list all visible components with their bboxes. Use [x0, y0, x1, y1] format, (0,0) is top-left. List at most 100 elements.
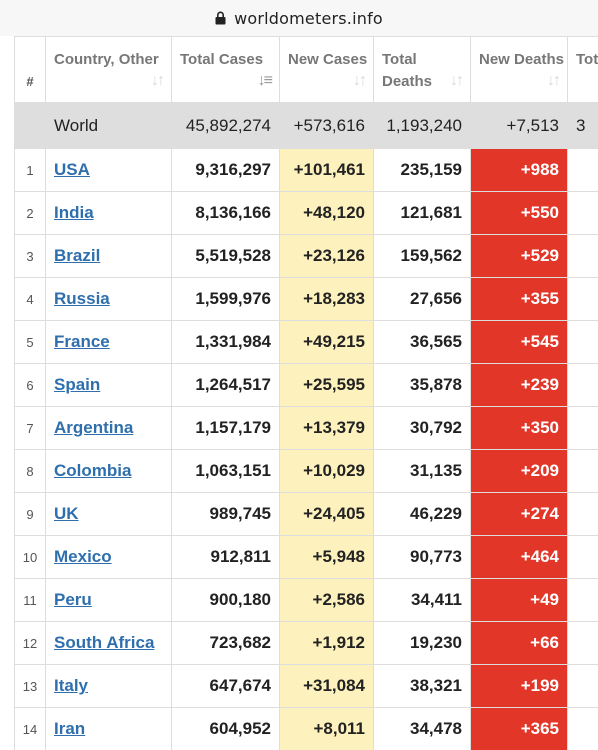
- sort-icon[interactable]: ↓↑: [547, 72, 561, 89]
- new-deaths-cell: +988: [470, 148, 568, 192]
- total-deaths-cell: 27,656: [373, 277, 471, 321]
- new-cases-cell: +48,120: [279, 191, 374, 235]
- total-deaths-cell: 34,411: [373, 578, 471, 622]
- rank-cell: 13: [14, 664, 46, 708]
- table-row: 14 Iran 604,952 +8,011 34,478 +365: [14, 707, 598, 750]
- country-link[interactable]: Iran: [54, 719, 86, 738]
- url-text: worldometers.info: [234, 8, 383, 28]
- rank-cell: 11: [14, 578, 46, 622]
- new-cases-cell: +10,029: [279, 449, 374, 493]
- total-recovered-cell: [567, 449, 598, 493]
- header-new-deaths[interactable]: New Deaths ↓↑: [470, 36, 568, 103]
- new-deaths-cell: +550: [470, 191, 568, 235]
- table-row: 7 Argentina 1,157,179 +13,379 30,792 +350: [14, 406, 598, 450]
- total-deaths-cell: 19,230: [373, 621, 471, 665]
- table-row: 3 Brazil 5,519,528 +23,126 159,562 +529: [14, 234, 598, 278]
- country-cell: South Africa: [45, 621, 172, 665]
- new-cases-cell: +101,461: [279, 148, 374, 192]
- address-bar[interactable]: worldometers.info: [0, 0, 598, 36]
- total-cases-cell: 1,157,179: [171, 406, 280, 450]
- country-cell: Spain: [45, 363, 172, 407]
- new-deaths-cell: +274: [470, 492, 568, 536]
- header-rank[interactable]: #: [14, 36, 46, 103]
- new-deaths-cell: +66: [470, 621, 568, 665]
- world-total-deaths: 1,193,240: [373, 102, 471, 149]
- sort-descending-icon[interactable]: ↓≡: [257, 72, 273, 89]
- country-link[interactable]: UK: [54, 504, 79, 523]
- country-cell: Mexico: [45, 535, 172, 579]
- new-cases-cell: +24,405: [279, 492, 374, 536]
- rank-cell: 5: [14, 320, 46, 364]
- table-row: 8 Colombia 1,063,151 +10,029 31,135 +209: [14, 449, 598, 493]
- country-link[interactable]: USA: [54, 160, 90, 179]
- total-recovered-cell: [567, 234, 598, 278]
- country-link[interactable]: Brazil: [54, 246, 101, 265]
- total-deaths-cell: 31,135: [373, 449, 471, 493]
- rank-cell: 8: [14, 449, 46, 493]
- country-link[interactable]: Mexico: [54, 547, 112, 566]
- table-row: 2 India 8,136,166 +48,120 121,681 +550: [14, 191, 598, 235]
- new-deaths-cell: +355: [470, 277, 568, 321]
- country-link[interactable]: Russia: [54, 289, 110, 308]
- rank-cell: 6: [14, 363, 46, 407]
- country-link[interactable]: Peru: [54, 590, 92, 609]
- new-deaths-cell: +199: [470, 664, 568, 708]
- country-link[interactable]: Spain: [54, 375, 101, 394]
- new-cases-cell: +8,011: [279, 707, 374, 750]
- new-cases-cell: +31,084: [279, 664, 374, 708]
- covid-table-container[interactable]: # Country, Other ↓↑ Total Cases ↓≡ New C…: [0, 36, 598, 750]
- total-recovered-cell: [567, 277, 598, 321]
- country-link[interactable]: France: [54, 332, 110, 351]
- new-cases-cell: +18,283: [279, 277, 374, 321]
- country-link[interactable]: India: [54, 203, 94, 222]
- total-recovered-cell: [567, 363, 598, 407]
- country-cell: Argentina: [45, 406, 172, 450]
- new-deaths-cell: +350: [470, 406, 568, 450]
- country-cell: USA: [45, 148, 172, 192]
- header-total-deaths[interactable]: Total Deaths ↓↑: [373, 36, 471, 103]
- sort-icon[interactable]: ↓↑: [151, 72, 165, 89]
- rank-cell: 12: [14, 621, 46, 665]
- world-row: World 45,892,274 +573,616 1,193,240 +7,5…: [14, 102, 598, 149]
- new-deaths-cell: +365: [470, 707, 568, 750]
- total-cases-cell: 900,180: [171, 578, 280, 622]
- new-cases-cell: +2,586: [279, 578, 374, 622]
- total-cases-cell: 604,952: [171, 707, 280, 750]
- table-row: 13 Italy 647,674 +31,084 38,321 +199: [14, 664, 598, 708]
- total-recovered-cell: [567, 621, 598, 665]
- total-recovered-cell: [567, 707, 598, 750]
- total-recovered-cell: [567, 148, 598, 192]
- world-new-cases: +573,616: [279, 102, 374, 149]
- header-new-cases[interactable]: New Cases ↓↑: [279, 36, 374, 103]
- header-total-cases[interactable]: Total Cases ↓≡: [171, 36, 280, 103]
- new-deaths-cell: +209: [470, 449, 568, 493]
- total-deaths-cell: 36,565: [373, 320, 471, 364]
- header-country[interactable]: Country, Other ↓↑: [45, 36, 172, 103]
- world-total-recovered: 3: [567, 102, 598, 149]
- new-deaths-cell: +529: [470, 234, 568, 278]
- total-deaths-cell: 159,562: [373, 234, 471, 278]
- rank-cell: 1: [14, 148, 46, 192]
- rank-cell: 9: [14, 492, 46, 536]
- country-link[interactable]: Italy: [54, 676, 89, 695]
- country-link[interactable]: Colombia: [54, 461, 132, 480]
- new-cases-cell: +23,126: [279, 234, 374, 278]
- rank-cell: 3: [14, 234, 46, 278]
- rank-cell: 7: [14, 406, 46, 450]
- sort-icon[interactable]: ↓↑: [353, 72, 367, 89]
- sort-icon[interactable]: ↓↑: [450, 72, 464, 89]
- new-cases-cell: +13,379: [279, 406, 374, 450]
- country-cell: Colombia: [45, 449, 172, 493]
- total-cases-cell: 1,331,984: [171, 320, 280, 364]
- world-total-cases: 45,892,274: [171, 102, 280, 149]
- lock-icon: [215, 11, 226, 25]
- country-link[interactable]: South Africa: [54, 633, 155, 652]
- table-row: 1 USA 9,316,297 +101,461 235,159 +988: [14, 148, 598, 192]
- country-link[interactable]: Argentina: [54, 418, 134, 437]
- total-deaths-cell: 30,792: [373, 406, 471, 450]
- total-recovered-cell: [567, 664, 598, 708]
- header-total-recovered[interactable]: Tot Rec: [567, 36, 598, 103]
- new-deaths-cell: +545: [470, 320, 568, 364]
- total-deaths-cell: 34,478: [373, 707, 471, 750]
- country-cell: UK: [45, 492, 172, 536]
